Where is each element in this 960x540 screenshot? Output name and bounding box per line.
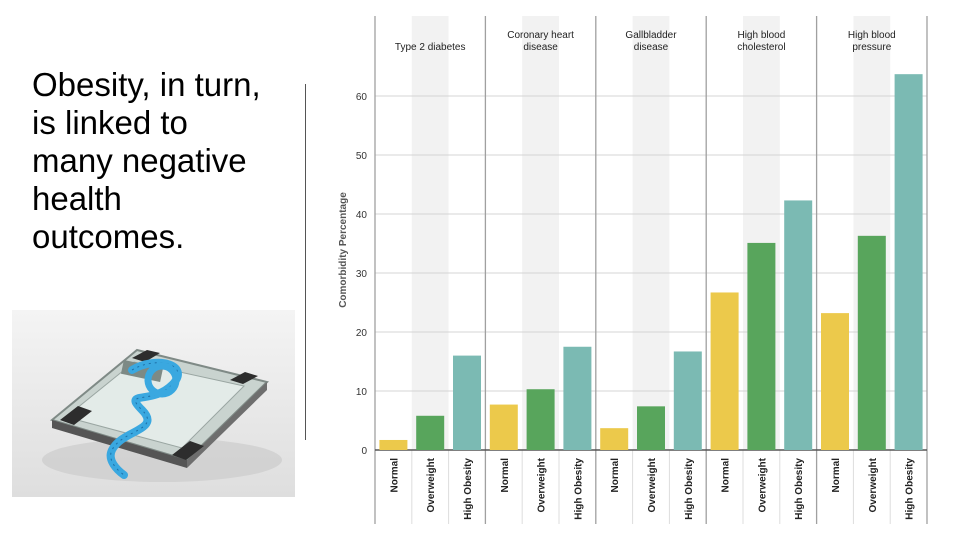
panel-title-line: disease [634, 42, 669, 53]
bar [710, 292, 739, 450]
bar [747, 242, 776, 450]
panel-shade-column [632, 16, 670, 450]
bar [563, 346, 592, 450]
y-tick-label: 60 [356, 92, 368, 103]
panel-title-line: Type 2 diabetes [395, 42, 466, 53]
text-line: is linked to [32, 104, 188, 141]
x-tick-label: Overweight [537, 457, 548, 512]
x-tick-label: Normal [500, 458, 511, 493]
x-tick-label: Normal [389, 458, 400, 493]
x-tick-label: Normal [831, 458, 842, 493]
bar [821, 313, 849, 450]
panel-title-line: High blood [848, 30, 896, 41]
bar [416, 415, 445, 450]
bar [600, 428, 629, 450]
panel-title-line: disease [523, 42, 558, 53]
x-tick-label: High Obesity [905, 458, 916, 520]
panel-title: High blood cholesterol [737, 30, 785, 53]
divider-line [305, 84, 306, 440]
panel-title: Coronary heart disease [507, 30, 574, 53]
y-tick-label: 10 [356, 387, 368, 398]
text-line: outcomes. [32, 218, 185, 255]
bar [379, 439, 408, 450]
text-line: Obesity, in turn, [32, 66, 261, 103]
panel-title-line: pressure [852, 42, 891, 53]
y-axis-label: Comorbidity Percentage [338, 192, 349, 308]
panel-shade-column [411, 16, 449, 450]
panel-title-line: Coronary heart [507, 30, 574, 41]
x-tick-label: High Obesity [794, 458, 805, 520]
panel-title: High blood pressure [848, 30, 896, 53]
x-tick-label: Overweight [647, 457, 658, 512]
x-tick-label: Overweight [757, 457, 768, 512]
y-tick-label: 30 [356, 269, 368, 280]
y-tick-label: 40 [356, 210, 368, 221]
bar [453, 355, 481, 450]
x-tick-label: Normal [610, 458, 621, 493]
panel-title-line: cholesterol [737, 42, 785, 53]
x-tick-label: Normal [721, 458, 732, 493]
panel-title: Type 2 diabetes [395, 42, 466, 53]
slide-body-text: Obesity, in turn, is linked to many nega… [32, 66, 302, 256]
y-tick-label: 50 [356, 151, 368, 162]
bar [526, 389, 555, 450]
x-tick-label: Overweight [868, 457, 879, 512]
bar [894, 74, 923, 451]
panel-title-line: High blood [737, 30, 785, 41]
bar [489, 404, 518, 450]
text-line: many negative [32, 142, 247, 179]
y-tick-label: 0 [361, 446, 367, 457]
panel-shade-column [522, 16, 559, 450]
bar [784, 200, 813, 450]
text-line: health [32, 180, 122, 217]
x-tick-label: High Obesity [684, 458, 695, 520]
x-tick-label: High Obesity [573, 458, 584, 520]
panel-title-line: Gallbladder [625, 30, 677, 41]
bar [673, 351, 702, 450]
x-tick-label: High Obesity [463, 458, 474, 520]
x-tick-label: Overweight [426, 457, 437, 512]
y-tick-label: 20 [356, 328, 368, 339]
panel-title: Gallbladder disease [625, 30, 677, 53]
scale-with-tape-measure-image [12, 310, 295, 497]
bar [857, 235, 886, 450]
comorbidity-bar-chart: 0 10 20 30 40 50 60 Comorbidity Percentage Type … [338, 16, 928, 524]
bar [637, 406, 665, 450]
